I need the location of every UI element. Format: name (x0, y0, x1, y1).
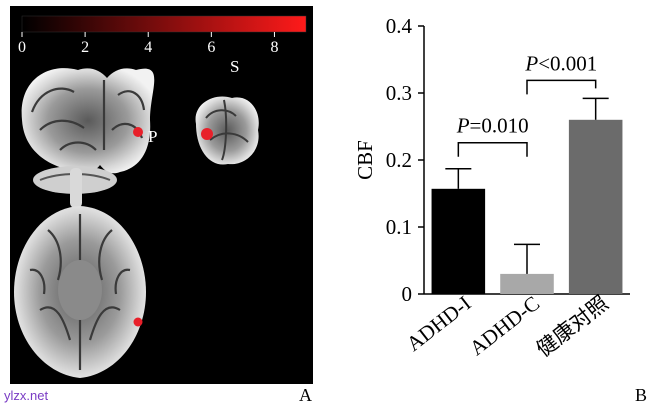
significance-bracket (457, 141, 528, 157)
sagittal-slice: S (195, 57, 259, 165)
activation-blob-coronal (133, 127, 143, 137)
watermark: ylzx.net (4, 388, 49, 403)
bar-ADHD-C (500, 273, 554, 294)
bar-chart-panel: 0 0.1 0.2 0.3 0.4 ADHD-I ADHD-C 健康对照 P=0.010 P<… (330, 0, 670, 412)
colorbar-tick-label: 6 (207, 39, 215, 56)
bars (431, 97, 623, 294)
axial-slice (14, 206, 146, 378)
brain-map-panel: 0 2 4 6 8 P S A ylzx.net (0, 0, 330, 412)
y-tick-label: 0.3 (386, 81, 412, 105)
activation-blob-axial (133, 317, 143, 327)
y-tick-label: 0.4 (386, 14, 413, 38)
y-axis-label: CBF (353, 140, 377, 180)
x-tick-label: ADHD-I (402, 291, 476, 356)
brain-map-figure: 0 2 4 6 8 P S A (10, 6, 313, 405)
bar-健康对照 (568, 119, 623, 294)
view-label: S (230, 57, 239, 76)
coronal-slice: P (21, 68, 157, 208)
y-tick-label: 0.2 (386, 148, 412, 172)
p-value-label: P=0.010 (456, 114, 529, 138)
panel-a-label: A (299, 385, 312, 405)
significance-annotations: P=0.010 P<0.001 (456, 51, 597, 157)
y-tick-label: 0 (402, 282, 413, 306)
y-tick-label: 0.1 (386, 215, 412, 239)
colorbar-tick-label: 8 (270, 39, 278, 56)
x-tick-label: 健康对照 (532, 291, 613, 362)
activation-blob-sagittal (201, 128, 213, 140)
p-value-label: P<0.001 (524, 51, 597, 75)
colorbar (21, 15, 307, 33)
colorbar-ticks: 0 2 4 6 8 (18, 32, 278, 56)
bar-ADHD-I (431, 188, 486, 294)
colorbar-tick-label: 2 (81, 39, 89, 56)
panel-b-label: B (635, 385, 647, 405)
region-label: P (148, 127, 157, 146)
colorbar-tick-label: 4 (144, 39, 152, 56)
x-tick-label: ADHD-C (465, 291, 544, 360)
colorbar-tick-label: 0 (18, 39, 26, 56)
significance-bracket (526, 79, 597, 95)
